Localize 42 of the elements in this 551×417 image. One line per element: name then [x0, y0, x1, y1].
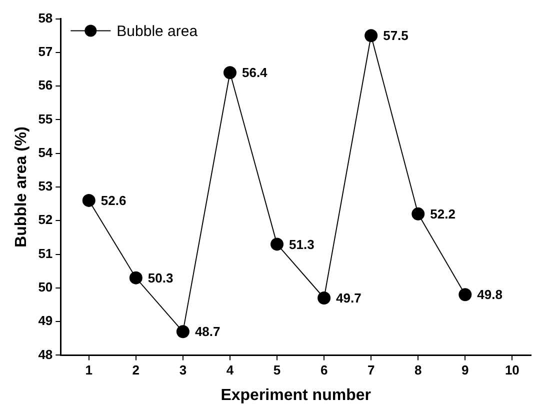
x-axis-title: Experiment number: [220, 386, 371, 404]
x-tick-label: 4: [226, 362, 234, 378]
x-tick-label: 2: [132, 362, 140, 378]
x-tick-label: 9: [462, 362, 469, 378]
data-label: 48.7: [194, 324, 220, 340]
data-label: 57.5: [383, 28, 408, 44]
data-label: 49.8: [477, 287, 502, 302]
point: [412, 207, 425, 220]
x-tick-label: 8: [414, 362, 422, 378]
point: [82, 194, 96, 207]
y-tick-label: 58: [38, 10, 53, 26]
y-tick-label: 56: [38, 78, 53, 93]
y-tick-label: 49: [38, 313, 53, 328]
data-label: 52.6: [100, 193, 126, 208]
data-label: 52.2: [430, 206, 456, 222]
point: [364, 29, 378, 42]
data-label: 56.4: [242, 65, 268, 80]
point: [223, 66, 236, 80]
data-label: 50.3: [148, 270, 174, 286]
x-tick-label: 6: [320, 362, 328, 378]
legend-label: Bubble area: [116, 22, 198, 40]
x-tick-label: 10: [504, 362, 520, 378]
point: [318, 292, 331, 305]
x-tick-label: 3: [179, 362, 187, 378]
point: [458, 288, 472, 302]
point: [129, 271, 142, 284]
data-label: 51.3: [289, 236, 314, 252]
y-tick-label: 50: [38, 280, 53, 294]
y-tick-label: 57: [38, 44, 53, 60]
x-tick-label: 7: [367, 362, 375, 378]
point: [270, 238, 284, 251]
y-tick-label: 53: [38, 178, 53, 194]
x-tick-label: 5: [273, 362, 281, 378]
data-label: 49.7: [336, 290, 362, 306]
y-tick-label: 48: [38, 346, 53, 362]
y-tick-label: 54: [38, 144, 54, 160]
y-tick-label: 51: [38, 246, 53, 261]
y-tick-label: 55: [38, 111, 53, 126]
point: [176, 325, 190, 338]
y-axis-title: Bubble area (%): [13, 126, 30, 248]
x-tick-label: 1: [85, 362, 92, 378]
y-tick-label: 52: [38, 212, 53, 228]
